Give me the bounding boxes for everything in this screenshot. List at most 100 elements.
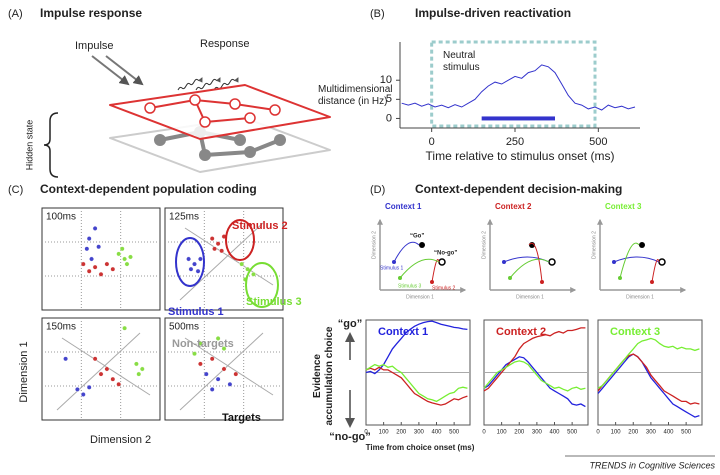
stimulus-dot xyxy=(430,280,434,284)
point xyxy=(84,246,90,252)
context-label: Context 3 xyxy=(610,326,660,338)
y-axis-label: Dimension 1 xyxy=(18,341,30,402)
point xyxy=(122,256,128,262)
point xyxy=(110,266,116,272)
point xyxy=(80,261,86,267)
hidden-state-brace xyxy=(43,112,59,178)
panel-title: Impulse-driven reactivation xyxy=(415,6,571,20)
hidden-state-label: Hidden state xyxy=(24,120,34,171)
context-label: Context 1 xyxy=(378,326,428,338)
point xyxy=(116,251,122,257)
axis-label: Dimension 1 xyxy=(406,294,434,300)
target-label: Non-targets xyxy=(172,338,234,350)
x-tick-label: 200 xyxy=(628,430,639,436)
trajectory xyxy=(393,241,420,263)
y-tick-label: 5 xyxy=(386,93,392,105)
point xyxy=(139,366,145,372)
trajectory xyxy=(613,256,660,263)
data-line xyxy=(483,356,586,408)
stimulus-window xyxy=(430,40,597,128)
x-axis-label: Time relative to stimulus onset (ms) xyxy=(426,149,615,163)
x-axis-label: Dimension 2 xyxy=(90,434,151,446)
point xyxy=(188,266,194,272)
go-target xyxy=(419,242,425,248)
point xyxy=(251,271,256,277)
point xyxy=(227,381,233,387)
x-tick-label: 0 xyxy=(364,430,368,436)
target-label: Targets xyxy=(222,412,261,424)
point xyxy=(221,346,227,351)
boundary xyxy=(179,222,264,301)
point xyxy=(221,366,227,372)
panel-letter: (B) xyxy=(370,8,385,20)
point xyxy=(92,356,98,362)
stimulus-dot xyxy=(392,260,396,264)
point xyxy=(86,384,92,390)
stimulus-dot xyxy=(540,280,544,284)
plot-label: 100ms xyxy=(46,212,76,223)
point xyxy=(215,335,221,341)
point xyxy=(128,254,133,260)
x-tick-label: 100 xyxy=(497,430,508,436)
context-label: Context 3 xyxy=(605,202,642,211)
x-tick-label: 400 xyxy=(432,430,443,436)
x-tick-label: 200 xyxy=(396,430,407,436)
x-tick-label: 500 xyxy=(681,430,692,436)
stimulus-dot xyxy=(508,276,512,280)
cluster-outline xyxy=(175,237,205,287)
context-label: Context 2 xyxy=(495,202,532,211)
x-tick-label: 500 xyxy=(589,136,607,148)
axis-label: Dimension 2 xyxy=(481,231,487,259)
stimulus-text: Stimulus 1 xyxy=(380,265,404,271)
plot-frame xyxy=(164,207,284,311)
boundary xyxy=(61,337,151,396)
point xyxy=(239,261,245,267)
response-label: Response xyxy=(200,38,250,50)
data-line xyxy=(597,353,700,405)
x-tick-label: 300 xyxy=(532,430,543,436)
boundary xyxy=(184,227,274,286)
point xyxy=(136,371,142,377)
data-line xyxy=(597,337,700,389)
point xyxy=(186,256,192,262)
data-line xyxy=(597,353,700,418)
y-axis-label: Evidence accumulation choice xyxy=(312,326,335,426)
x-tick-label: 400 xyxy=(664,430,675,436)
plot-frame xyxy=(41,207,161,311)
data-line xyxy=(365,366,468,406)
point xyxy=(192,351,197,357)
point xyxy=(110,376,116,382)
boundary xyxy=(179,332,264,411)
go-label: “go” xyxy=(338,318,362,330)
footer: TRENDS in Cognitive Sciences xyxy=(589,460,715,470)
panel-letter: (D) xyxy=(370,184,385,196)
point xyxy=(124,261,130,267)
trajectory xyxy=(431,259,440,283)
point xyxy=(96,244,102,250)
point xyxy=(133,361,139,367)
go-text: “Go” xyxy=(410,234,424,240)
x-tick-label: 250 xyxy=(506,136,524,148)
stimulus-text: Stimulus 3 xyxy=(398,283,422,289)
stimulus-label: Stimulus 2 xyxy=(232,220,288,232)
axis-label: Dimension 1 xyxy=(516,294,544,300)
point xyxy=(89,256,94,262)
point xyxy=(233,371,239,377)
axis-label: Dimension 2 xyxy=(591,231,597,259)
nogo-label: “no-go” xyxy=(329,431,371,443)
x-tick-label: 0 xyxy=(596,430,600,436)
point xyxy=(122,325,128,331)
point xyxy=(209,356,215,362)
point xyxy=(86,236,92,242)
trajectory xyxy=(528,242,543,283)
x-tick-label: 300 xyxy=(646,430,657,436)
stimulus-text: Stimulus 2 xyxy=(432,285,456,291)
point xyxy=(203,371,209,377)
context-label: Context 1 xyxy=(385,202,422,211)
point xyxy=(209,386,215,392)
point xyxy=(219,248,225,254)
x-tick-label: 300 xyxy=(414,430,425,436)
trajectory xyxy=(651,259,660,283)
impulse-label: Impulse xyxy=(75,40,114,52)
point xyxy=(215,241,221,247)
